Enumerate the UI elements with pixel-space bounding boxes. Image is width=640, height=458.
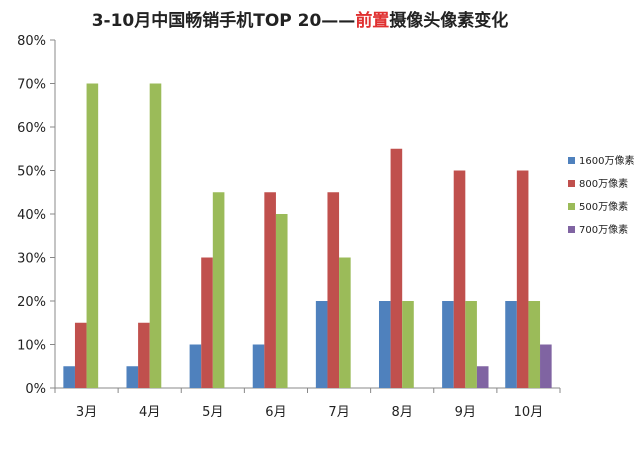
bar [189,344,202,388]
legend-swatch [568,226,575,233]
bar [516,170,529,388]
chart-title-part2: 摄像头像素变化 [389,11,509,31]
x-tick-label: 6月 [265,405,286,420]
y-tick-label: 60% [17,121,46,136]
x-tick-label: 4月 [139,405,160,420]
bar [339,257,351,388]
bar [201,257,213,388]
legend-swatch [568,203,575,210]
bar [327,192,340,388]
legend-label: 1600万像素 [579,154,634,167]
x-tick-label: 3月 [76,405,97,420]
y-tick-label: 20% [17,295,46,310]
x-tick-label: 7月 [328,405,349,420]
bar [149,83,162,388]
bar [378,301,391,388]
bar [264,192,276,388]
y-tick-label: 40% [17,208,46,223]
chart-title-part1: 3-10月中国畅销手机TOP 20—— [91,11,356,31]
bar [86,83,99,388]
y-tick-label: 10% [17,339,46,354]
chart-title: 3-10月中国畅销手机TOP 20——前置摄像头像素变化 [0,6,600,31]
bar [476,366,489,388]
x-tick-label: 8月 [392,405,413,420]
legend-label: 800万像素 [579,177,628,190]
bar [126,366,139,388]
y-tick-label: 80% [17,34,46,49]
bar [252,344,265,388]
x-tick-label: 10月 [514,405,544,420]
bar [138,322,150,388]
bar [390,148,403,388]
bar [453,170,466,388]
x-tick-label: 9月 [455,405,476,420]
bar [63,366,75,388]
bar [465,301,477,388]
bar [442,301,454,388]
bar [402,301,414,388]
y-tick-label: 30% [17,252,46,267]
bar [528,301,541,388]
bar [212,192,225,388]
bar [540,344,552,388]
legend-label: 500万像素 [579,200,628,213]
x-tick-label: 5月 [202,405,223,420]
bar [74,322,87,388]
y-tick-label: 70% [17,78,46,93]
bar [315,301,328,388]
legend-swatch [568,180,575,187]
legend-swatch [568,157,575,164]
bar [505,301,517,388]
chart-title-highlight: 前置 [355,11,390,31]
y-tick-label: 50% [17,165,46,180]
y-tick-label: 0% [25,382,46,397]
bar [275,214,288,388]
legend-label: 700万像素 [579,223,628,236]
